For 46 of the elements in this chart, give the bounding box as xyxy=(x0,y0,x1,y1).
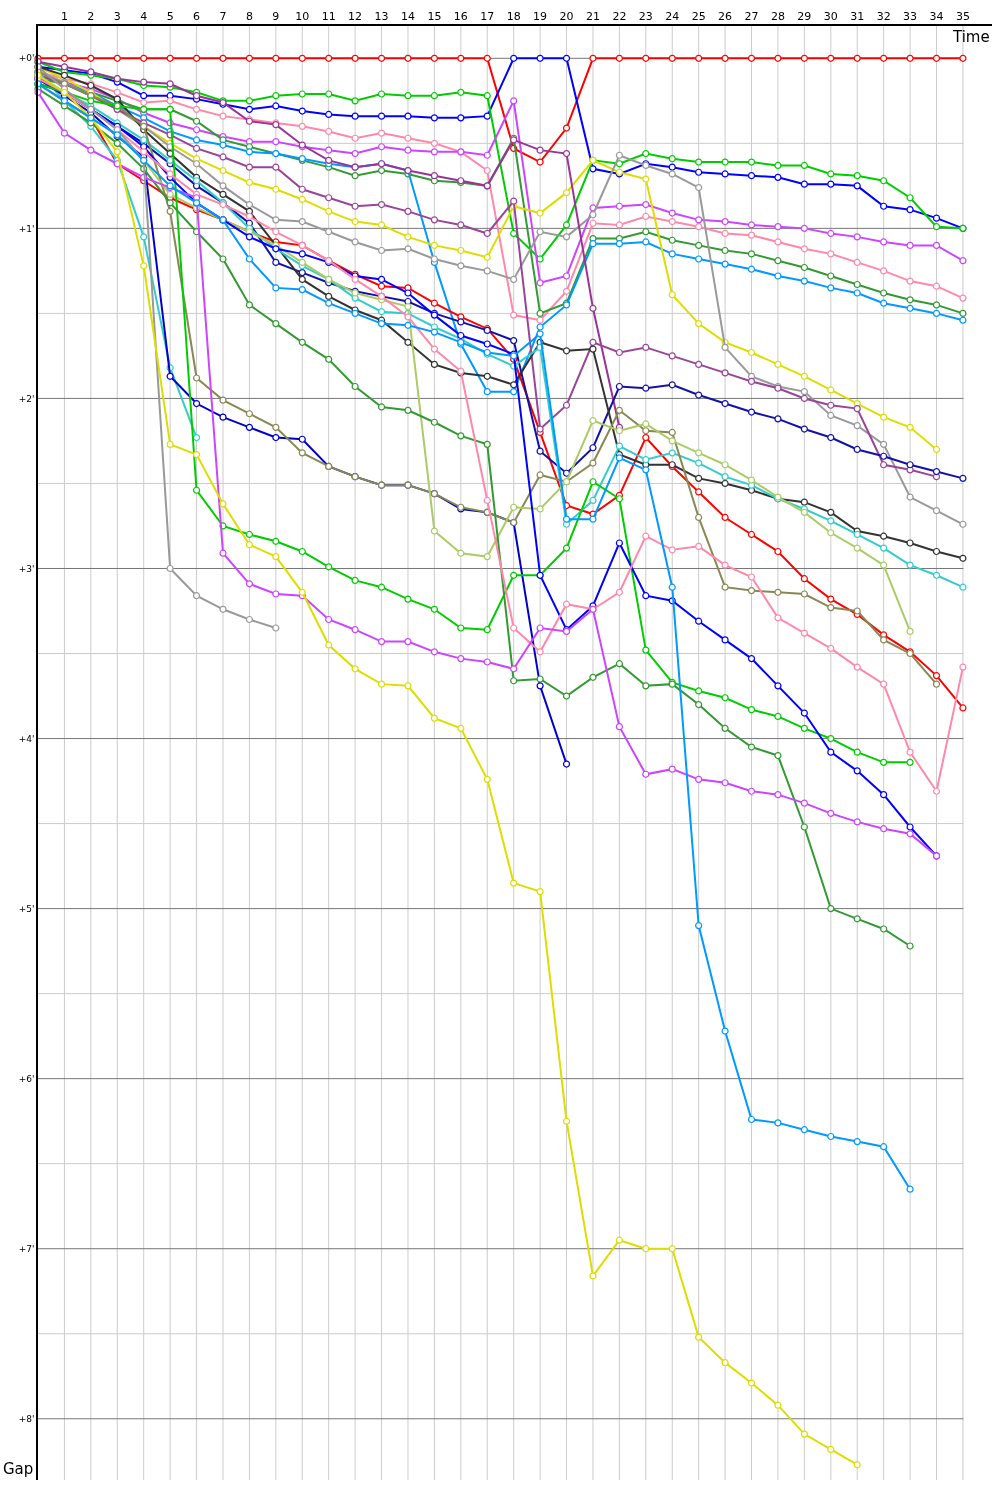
x-tick-label: 21 xyxy=(585,9,600,23)
x-tick-label: 24 xyxy=(665,9,680,23)
x-tick-label: 10 xyxy=(295,9,310,23)
x-tick-label: 8 xyxy=(245,9,253,23)
x-tick-label: 19 xyxy=(533,9,548,23)
x-tick-label: 17 xyxy=(480,9,495,23)
y-tick-label: +3' xyxy=(18,563,35,574)
x-tick-label: 2 xyxy=(87,9,95,23)
x-tick-label: 35 xyxy=(955,9,970,23)
x-axis-title: Time xyxy=(952,28,990,46)
x-tick-label: 12 xyxy=(348,9,363,23)
x-tick-label: 32 xyxy=(876,9,891,23)
x-tick-label: 23 xyxy=(638,9,653,23)
x-tick-label: 22 xyxy=(612,9,627,23)
x-tick-label: 9 xyxy=(272,9,280,23)
y-tick-label: +2' xyxy=(18,393,35,404)
x-tick-label: 1 xyxy=(60,9,68,23)
x-tick-label: 26 xyxy=(718,9,733,23)
x-tick-label: 18 xyxy=(506,9,521,23)
y-tick-label: +7' xyxy=(18,1243,35,1254)
x-tick-label: 34 xyxy=(929,9,944,23)
x-tick-label: 11 xyxy=(321,9,336,23)
y-axis-title: Gap xyxy=(3,1460,34,1478)
x-tick-label: 25 xyxy=(691,9,706,23)
x-tick-label: 15 xyxy=(427,9,442,23)
x-tick-label: 30 xyxy=(823,9,838,23)
x-tick-label: 14 xyxy=(400,9,415,23)
x-tick-label: 33 xyxy=(903,9,918,23)
x-tick-label: 20 xyxy=(559,9,574,23)
x-tick-label: 3 xyxy=(113,9,121,23)
y-tick-label: +1' xyxy=(18,223,35,234)
x-tick-label: 16 xyxy=(453,9,468,23)
x-tick-label: 7 xyxy=(219,9,227,23)
x-tick-label: 5 xyxy=(166,9,174,23)
x-tick-label: 31 xyxy=(850,9,865,23)
x-tick-label: 13 xyxy=(374,9,389,23)
y-tick-label: +5' xyxy=(18,903,35,914)
y-tick-label: +4' xyxy=(18,733,35,744)
y-tick-label: +0' xyxy=(18,53,35,64)
y-tick-label: +8' xyxy=(18,1413,35,1424)
y-tick-label: +6' xyxy=(18,1073,35,1084)
x-tick-label: 28 xyxy=(770,9,785,23)
x-tick-label: 27 xyxy=(744,9,759,23)
x-tick-label: 6 xyxy=(193,9,201,23)
x-tick-label: 4 xyxy=(140,9,148,23)
x-tick-label: 29 xyxy=(797,9,812,23)
